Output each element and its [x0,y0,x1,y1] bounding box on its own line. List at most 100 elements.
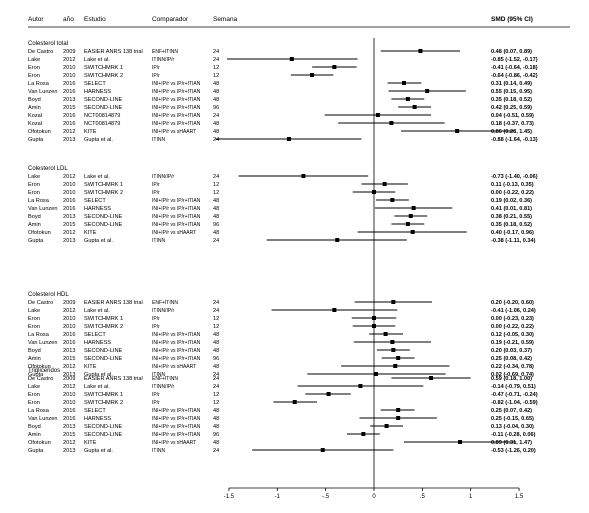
row-author: Eron [28,65,40,71]
point-estimate [332,308,337,312]
row-comparator: INI+IP/r vs IP/r+ITIAN [152,198,201,204]
row-study: SELECT [84,408,106,414]
row-comparator: INI+IP/r vs sHAART [152,230,196,236]
row-comparator: ITINN/IP/r [152,174,175,180]
point-estimate [418,49,423,53]
row-effect-label: 0.25 (0.07, 0.42) [491,408,532,414]
row-author: Amin [28,432,41,438]
row-year: 2013 [63,372,75,378]
row-author: Ofotokun [28,230,51,236]
row-effect-label: 0.20 (-0.20, 0.60) [491,300,534,306]
row-effect-label: 0.42 (0.25, 0.59) [491,105,532,111]
point-estimate [412,105,417,109]
row-week: 48 [213,81,219,87]
point-estimate [292,400,297,404]
x-tick-label: -1 [275,494,281,500]
row-comparator: IP/r [152,190,160,196]
row-author: Lake [28,308,40,314]
row-comparator: INI+IP/r vs IP/r+ITIAN [152,214,201,220]
row-comparator: INI+IP/r vs IP/r+ITIAN [152,340,201,346]
row-author: Gupta [28,137,44,143]
row-year: 2012 [63,440,75,446]
row-study: Gupta et al. [84,238,113,244]
row-study: SECOND-LINE [84,356,122,362]
row-effect-label: 0.13 (-0.04, 0.30) [491,424,534,430]
row-week: 48 [213,364,219,370]
row-study: SECOND-LINE [84,222,122,228]
row-comparator: INI+IP/r vs IP/r+ITIAN [152,408,201,414]
point-estimate [458,440,463,444]
row-author: Ofotokun [28,364,51,370]
row-year: 2009 [63,49,75,55]
row-study: SELECT [84,198,106,204]
point-estimate [408,214,413,218]
header-year: año [63,16,74,23]
row-year: 2012 [63,129,75,135]
row-author: Kozal [28,121,42,127]
row-week: 24 [213,448,219,454]
row-study: SECOND-LINE [84,432,122,438]
row-author: Lake [28,57,40,63]
row-year: 2010 [63,324,75,330]
x-axis: -1.5 -1 -.5 0 .5 1 1.5 [224,38,524,500]
point-estimate [335,238,340,242]
row-year: 2013 [63,97,75,103]
point-estimate [320,448,325,452]
row-effect-label: -0.85 (-1.52, -0.17) [491,57,538,63]
point-estimate [405,97,410,101]
point-estimate [401,81,406,85]
row-comparator: INI+IP/r vs IP/r+ITIAN [152,348,201,354]
row-author: Eron [28,182,40,188]
row-study: Lake et al. [84,384,110,390]
row-author: La Rosa [28,198,50,204]
point-estimate [411,206,416,210]
row-week: 24 [213,384,219,390]
row-comparator: IP/r [152,324,160,330]
row-study: Lake et al. [84,308,110,314]
row-comparator: ITINN/IP/r [152,308,175,314]
row-effect-label: 0.00 (-0.22, 0.22) [491,190,534,196]
row-week: 12 [213,73,219,79]
row-study: SWITCHMRK 2 [84,400,123,406]
row-comparator: INI+IP/r vs sHAART [152,440,196,446]
point-estimate [358,384,363,388]
row-week: 24 [213,113,219,119]
point-estimate [455,129,460,133]
row-author: Gupta [28,448,44,454]
row-author: Amin [28,105,41,111]
row-study: SECOND-LINE [84,214,122,220]
row-author: Boyd [28,214,41,220]
row-effect-label: 0.35 (0.18, 0.52) [491,222,532,228]
row-comparator: INI+IP/r vs IP/r+ITIAN [152,222,201,228]
row-effect-label: 0.11 (-0.13, 0.35) [491,182,534,188]
point-estimate [326,392,331,396]
header-author: Autor [28,16,44,23]
row-comparator: ENF+ITINN [152,49,178,55]
point-estimate [396,356,401,360]
row-comparator: ITINN [152,448,165,454]
x-tick-label: 1 [469,494,473,500]
row-effect-label: 0.59 (0.18, 1.00) [491,376,532,382]
row-week: 12 [213,316,219,322]
row-study: KITE [84,364,97,370]
row-comparator: INI+IP/r vs IP/r+ITIAN [152,121,201,127]
row-year: 2016 [63,113,75,119]
row-week: 24 [213,49,219,55]
row-author: Amin [28,222,41,228]
row-author: Eron [28,316,40,322]
row-study: SECOND-LINE [84,348,122,354]
row-author: Eron [28,392,40,398]
row-study: KITE [84,129,97,135]
row-year: 2013 [63,238,75,244]
point-estimate [391,348,396,352]
row-study: HARNESS [84,340,111,346]
row-year: 2012 [63,384,75,390]
row-year: 2009 [63,376,75,382]
point-estimate [301,174,306,178]
row-study: KITE [84,440,97,446]
row-author: Boyd [28,348,41,354]
row-week: 12 [213,400,219,406]
row-week: 24 [213,376,219,382]
point-estimate [391,300,396,304]
row-week: 96 [213,105,219,111]
